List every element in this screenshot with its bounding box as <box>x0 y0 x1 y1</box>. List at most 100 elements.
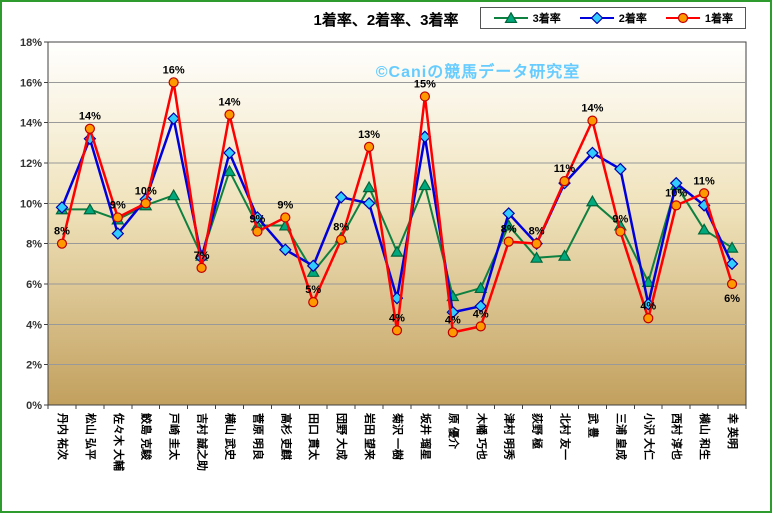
marker-2-6 <box>224 109 235 120</box>
category-label-7: 菅原 明良 <box>251 413 265 460</box>
marker-0-11 <box>362 180 376 193</box>
marker-1-22 <box>669 176 683 190</box>
marker-2-14 <box>447 327 458 338</box>
marker-2-5 <box>196 262 207 273</box>
marker-2-2 <box>112 212 123 223</box>
y-tick-label: 6% <box>26 279 42 291</box>
legend-label-0: 3着率 <box>532 13 561 25</box>
marker-2-0 <box>56 238 68 249</box>
point-label-2-10: 8% <box>333 222 349 234</box>
legend-marker-2 <box>677 12 688 24</box>
category-label-18: 北村 友一 <box>559 413 573 460</box>
legend-label-1: 2着率 <box>618 13 647 25</box>
category-label-23: 横山 和生 <box>698 413 712 460</box>
marker-2-4 <box>168 77 179 88</box>
marker-2-15 <box>475 321 486 332</box>
y-tick-label: 4% <box>26 319 42 331</box>
y-tick-label: 10% <box>20 198 42 210</box>
marker-1-0 <box>55 201 69 214</box>
point-label-2-18: 11% <box>554 163 576 175</box>
point-label-2-21: 4% <box>640 300 656 312</box>
marker-0-21 <box>641 275 655 287</box>
marker-0-1 <box>83 202 97 215</box>
marker-1-9 <box>306 259 320 273</box>
legend-label-2: 1着率 <box>704 13 733 25</box>
legend: 3着率 2着率 1着率 <box>479 7 746 29</box>
y-tick-label: 12% <box>20 158 42 170</box>
marker-2-21 <box>643 313 654 324</box>
legend-diamond-icon <box>579 12 614 24</box>
marker-1-8 <box>278 243 292 257</box>
marker-0-15 <box>474 281 488 294</box>
point-label-2-6: 14% <box>218 97 240 109</box>
marker-1-4 <box>167 112 180 125</box>
category-label-20: 三浦 皇成 <box>614 413 628 460</box>
marker-0-12 <box>390 245 404 257</box>
marker-0-4 <box>167 188 181 201</box>
category-label-2: 佐々木 大輔 <box>112 412 126 471</box>
point-label-2-11: 13% <box>358 129 380 141</box>
marker-2-20 <box>615 226 626 237</box>
marker-2-8 <box>280 212 291 223</box>
y-tick-label: 18% <box>20 37 42 49</box>
category-label-8: 高杉 吏麒 <box>279 413 293 460</box>
legend-marker-1 <box>590 12 604 24</box>
point-label-2-0: 8% <box>54 226 70 238</box>
category-label-19: 武 豊 <box>586 413 600 438</box>
category-label-12: 菊沢 一樹 <box>391 413 405 460</box>
point-label-2-4: 16% <box>163 64 185 76</box>
marker-1-10 <box>334 190 348 204</box>
y-tick-label: 8% <box>26 239 42 251</box>
y-tick-label: 2% <box>26 360 42 372</box>
category-label-1: 松山 弘平 <box>84 413 98 460</box>
category-label-3: 鮫島 克駿 <box>140 413 154 461</box>
point-label-2-2: 9% <box>110 199 126 211</box>
y-tick-label: 16% <box>20 77 42 89</box>
marker-1-20 <box>614 162 627 176</box>
y-tick-label: 0% <box>26 400 42 412</box>
point-label-2-22: 10% <box>665 187 687 199</box>
marker-1-19 <box>586 146 599 160</box>
legend-circle-icon <box>665 12 700 24</box>
marker-2-23 <box>699 188 710 199</box>
point-label-2-14: 4% <box>445 314 461 326</box>
point-label-2-19: 14% <box>581 103 603 115</box>
point-label-2-3: 10% <box>135 185 157 197</box>
point-label-2-7: 9% <box>249 214 265 226</box>
marker-2-17 <box>531 238 542 249</box>
legend-item-1[interactable]: 2着率 <box>579 10 647 26</box>
point-label-2-13: 15% <box>414 78 436 90</box>
category-label-21: 小沢 大仁 <box>642 412 656 460</box>
marker-2-19 <box>587 115 598 126</box>
y-tick-label: 14% <box>20 118 42 130</box>
marker-0-23 <box>697 223 711 235</box>
category-label-11: 岩田 望来 <box>363 412 377 461</box>
point-label-2-9: 5% <box>305 284 321 296</box>
point-label-2-8: 9% <box>277 199 293 211</box>
legend-item-2[interactable]: 1着率 <box>665 10 733 26</box>
point-label-2-12: 4% <box>389 312 405 324</box>
marker-1-6 <box>223 146 236 160</box>
point-label-2-17: 8% <box>529 226 545 238</box>
category-label-14: 原 優介 <box>447 413 461 450</box>
marker-1-15 <box>474 299 488 313</box>
marker-2-24 <box>726 278 738 290</box>
marker-0-6 <box>222 164 237 177</box>
category-label-0: 丹内 祐次 <box>56 413 70 460</box>
category-label-24: 幸 英明 <box>726 413 740 449</box>
category-label-13: 坂井 瑠星 <box>419 413 433 460</box>
marker-0-18 <box>557 249 572 261</box>
marker-2-18 <box>559 176 570 187</box>
marker-0-13 <box>418 178 432 191</box>
point-label-2-16: 8% <box>501 224 517 236</box>
category-label-15: 木幡 巧也 <box>475 412 489 460</box>
plot-background <box>47 41 747 406</box>
marker-0-17 <box>530 251 544 263</box>
legend-marker-0 <box>504 12 518 23</box>
category-label-6: 横山 武史 <box>223 413 237 461</box>
marker-1-11 <box>362 196 376 210</box>
legend-item-0[interactable]: 3着率 <box>493 10 561 26</box>
marker-1-24 <box>725 257 739 271</box>
category-label-10: 団野 大成 <box>335 413 349 460</box>
category-label-4: 戸崎 圭太 <box>168 413 182 461</box>
